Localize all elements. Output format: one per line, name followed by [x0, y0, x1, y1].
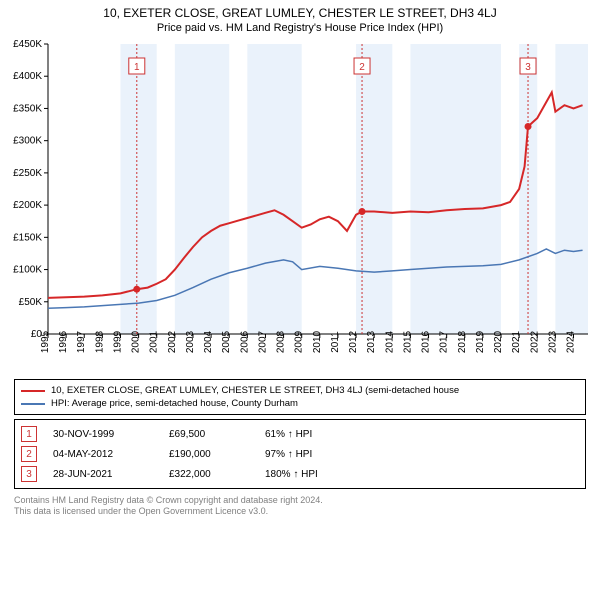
transaction-pct: 61% ↑ HPI	[265, 429, 385, 440]
svg-text:1: 1	[134, 62, 140, 73]
svg-text:£350K: £350K	[13, 103, 42, 114]
price-chart: £0£50K£100K£150K£200K£250K£300K£350K£400…	[0, 38, 600, 368]
legend: 10, EXETER CLOSE, GREAT LUMLEY, CHESTER …	[14, 379, 586, 415]
footnote-1: Contains HM Land Registry data © Crown c…	[14, 495, 586, 506]
svg-text:£200K: £200K	[13, 200, 42, 211]
svg-text:£300K: £300K	[13, 136, 42, 147]
transaction-price: £322,000	[169, 469, 249, 480]
svg-text:£250K: £250K	[13, 168, 42, 179]
legend-label: 10, EXETER CLOSE, GREAT LUMLEY, CHESTER …	[51, 385, 459, 396]
svg-text:£400K: £400K	[13, 71, 42, 82]
legend-swatch	[21, 403, 45, 405]
transaction-date: 28-JUN-2021	[53, 469, 153, 480]
transaction-marker: 3	[21, 466, 37, 482]
chart-area: £0£50K£100K£150K£200K£250K£300K£350K£400…	[0, 38, 600, 373]
transaction-price: £69,500	[169, 429, 249, 440]
transaction-row: 1 30-NOV-1999 £69,500 61% ↑ HPI	[21, 424, 579, 444]
transaction-pct: 180% ↑ HPI	[265, 469, 385, 480]
svg-text:£450K: £450K	[13, 39, 42, 50]
legend-row: 10, EXETER CLOSE, GREAT LUMLEY, CHESTER …	[21, 384, 579, 397]
transactions-table: 1 30-NOV-1999 £69,500 61% ↑ HPI 2 04-MAY-2012…	[14, 419, 586, 489]
svg-text:£50K: £50K	[19, 297, 43, 308]
chart-subtitle: Price paid vs. HM Land Registry's House …	[0, 22, 600, 34]
transaction-row: 3 28-JUN-2021 £322,000 180% ↑ HPI	[21, 464, 579, 484]
svg-text:£150K: £150K	[13, 232, 42, 243]
transaction-marker: 1	[21, 426, 37, 442]
legend-label: HPI: Average price, semi-detached house,…	[51, 398, 298, 409]
transaction-price: £190,000	[169, 449, 249, 460]
transaction-pct: 97% ↑ HPI	[265, 449, 385, 460]
transaction-marker: 2	[21, 446, 37, 462]
footnote-2: This data is licensed under the Open Gov…	[14, 506, 586, 517]
legend-swatch	[21, 390, 45, 392]
svg-text:2: 2	[359, 62, 365, 73]
svg-text:3: 3	[525, 62, 531, 73]
transaction-date: 04-MAY-2012	[53, 449, 153, 460]
svg-text:£100K: £100K	[13, 265, 42, 276]
chart-title: 10, EXETER CLOSE, GREAT LUMLEY, CHESTER …	[0, 6, 600, 20]
transaction-row: 2 04-MAY-2012 £190,000 97% ↑ HPI	[21, 444, 579, 464]
transaction-date: 30-NOV-1999	[53, 429, 153, 440]
legend-row: HPI: Average price, semi-detached house,…	[21, 397, 579, 410]
